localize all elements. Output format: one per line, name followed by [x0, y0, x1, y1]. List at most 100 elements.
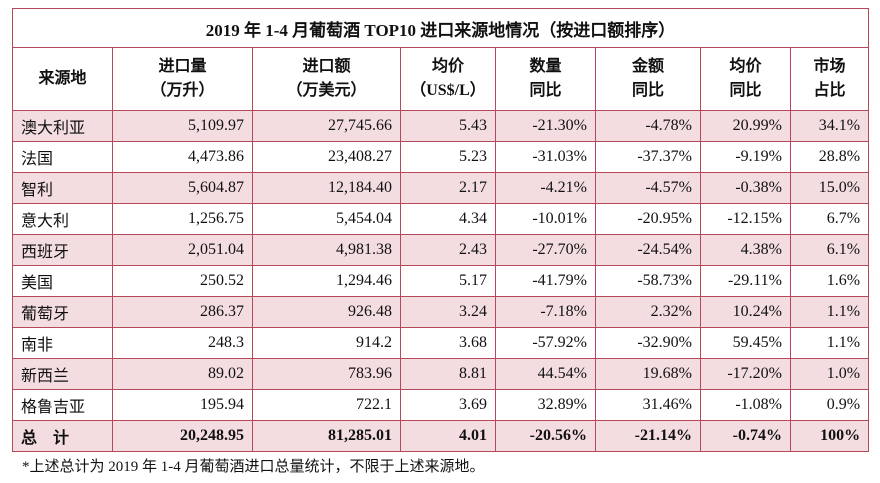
- data-row: 新西兰 89.02 783.96 8.81 44.54% 19.68% -17.20% 1.0…: [12, 358, 870, 390]
- cell: -58.73%: [595, 265, 701, 297]
- cell: 914.2: [252, 327, 401, 359]
- cell: 5,454.04: [252, 203, 401, 235]
- header-text: （万美元）: [286, 82, 367, 99]
- data-row: 西班牙 2,051.04 4,981.38 2.43 -27.70% -24.54% 4.3…: [12, 234, 870, 266]
- cell: 0.9%: [789, 389, 870, 421]
- cell: 926.48: [252, 296, 401, 328]
- header-text: 进口额: [302, 58, 351, 75]
- cell: 3.24: [400, 296, 496, 328]
- cell: -1.08%: [700, 389, 791, 421]
- cell: 法国: [12, 141, 113, 173]
- header-text: 同比: [529, 82, 562, 99]
- cell: -0.38%: [700, 172, 791, 204]
- import-table: 2019 年 1-4 月葡萄酒 TOP10 进口来源地情况（按进口额排序） 来源地…: [11, 8, 870, 452]
- cell: 3.69: [400, 389, 496, 421]
- cell: 15.0%: [789, 172, 870, 204]
- cell: 澳大利亚: [12, 110, 113, 142]
- cell: 新西兰: [12, 358, 113, 390]
- cell: 智利: [12, 172, 113, 204]
- data-row: 澳大利亚 5,109.97 27,745.66 5.43 -21.30% -4.78% 20…: [12, 110, 870, 142]
- cell: 6.7%: [789, 203, 870, 235]
- cell: 100%: [789, 420, 870, 452]
- cell: 32.89%: [495, 389, 596, 421]
- cell: 10.24%: [700, 296, 791, 328]
- cell: -31.03%: [495, 141, 596, 173]
- cell: 5.43: [400, 110, 496, 142]
- cell: 1.6%: [789, 265, 870, 297]
- header-text: 来源地: [38, 70, 87, 87]
- cell: 1,294.46: [252, 265, 401, 297]
- cell: 2.43: [400, 234, 496, 266]
- cell: 23,408.27: [252, 141, 401, 173]
- cell: -4.57%: [595, 172, 701, 204]
- cell: -9.19%: [700, 141, 791, 173]
- header-cell: 来源地: [12, 47, 113, 111]
- header-text: （万升）: [150, 82, 215, 99]
- cell: 1.0%: [789, 358, 870, 390]
- header-cell: 均价 同比: [700, 47, 791, 111]
- cell: 4,473.86: [112, 141, 253, 173]
- cell: 南非: [12, 327, 113, 359]
- header-text: （US$/L）: [410, 82, 486, 99]
- cell: -32.90%: [595, 327, 701, 359]
- cell: -21.14%: [595, 420, 701, 452]
- cell: 19.68%: [595, 358, 701, 390]
- cell: 8.81: [400, 358, 496, 390]
- header-text: 进口量: [158, 58, 207, 75]
- cell: -24.54%: [595, 234, 701, 266]
- cell: 5,109.97: [112, 110, 253, 142]
- cell: 3.68: [400, 327, 496, 359]
- header-text: 数量: [529, 58, 562, 75]
- header-cell: 金额 同比: [595, 47, 701, 111]
- title-row: 2019 年 1-4 月葡萄酒 TOP10 进口来源地情况（按进口额排序）: [11, 8, 870, 48]
- cell: -57.92%: [495, 327, 596, 359]
- cell: 722.1: [252, 389, 401, 421]
- footnote: *上述总计为 2019 年 1-4 月葡萄酒进口总量统计，不限于上述来源地。: [22, 459, 485, 475]
- cell: 西班牙: [12, 234, 113, 266]
- cell: 195.94: [112, 389, 253, 421]
- cell: 5.23: [400, 141, 496, 173]
- cell: 27,745.66: [252, 110, 401, 142]
- data-row: 格鲁吉亚 195.94 722.1 3.69 32.89% 31.46% -1.08% 0.9…: [12, 389, 870, 421]
- cell: 31.46%: [595, 389, 701, 421]
- header-text: 市场: [813, 58, 846, 75]
- cell: 葡萄牙: [12, 296, 113, 328]
- cell: 总 计: [12, 420, 113, 452]
- header-cell: 进口额 （万美元）: [252, 47, 401, 111]
- cell: 4.38%: [700, 234, 791, 266]
- cell: 5,604.87: [112, 172, 253, 204]
- cell: -0.74%: [700, 420, 791, 452]
- header-row: 来源地 进口量 （万升） 进口额 （万美元） 均价 （US$/L） 数量 同比 金额 同比 均价 同比市…: [12, 47, 870, 111]
- header-cell: 市场 占比: [789, 47, 870, 111]
- cell: 20,248.95: [112, 420, 253, 452]
- cell: -27.70%: [495, 234, 596, 266]
- header-text: 占比: [813, 82, 846, 99]
- total-row: 总 计 20,248.95 81,285.01 4.01 -20.56% -21.14% -…: [12, 420, 870, 452]
- cell: -4.21%: [495, 172, 596, 204]
- cell: 250.52: [112, 265, 253, 297]
- header-cell: 进口量 （万升）: [112, 47, 253, 111]
- cell: 1.1%: [789, 327, 870, 359]
- cell: 34.1%: [789, 110, 870, 142]
- cell: -21.30%: [495, 110, 596, 142]
- cell: 格鲁吉亚: [12, 389, 113, 421]
- cell: 28.8%: [789, 141, 870, 173]
- cell: 2.17: [400, 172, 496, 204]
- cell: 1.1%: [789, 296, 870, 328]
- header-cell: 均价 （US$/L）: [400, 47, 496, 111]
- cell: 4.34: [400, 203, 496, 235]
- cell: 1,256.75: [112, 203, 253, 235]
- cell: -12.15%: [700, 203, 791, 235]
- cell: -41.79%: [495, 265, 596, 297]
- header-cell: 数量 同比: [495, 47, 596, 111]
- cell: -20.56%: [495, 420, 596, 452]
- data-row: 法国 4,473.86 23,408.27 5.23 -31.03% -37.37% -9.…: [12, 141, 870, 173]
- header-text: 同比: [729, 82, 762, 99]
- cell: 286.37: [112, 296, 253, 328]
- data-row: 智利 5,604.87 12,184.40 2.17 -4.21% -4.57% -0.38…: [12, 172, 870, 204]
- cell: 81,285.01: [252, 420, 401, 452]
- cell: -4.78%: [595, 110, 701, 142]
- cell: 意大利: [12, 203, 113, 235]
- cell: 4.01: [400, 420, 496, 452]
